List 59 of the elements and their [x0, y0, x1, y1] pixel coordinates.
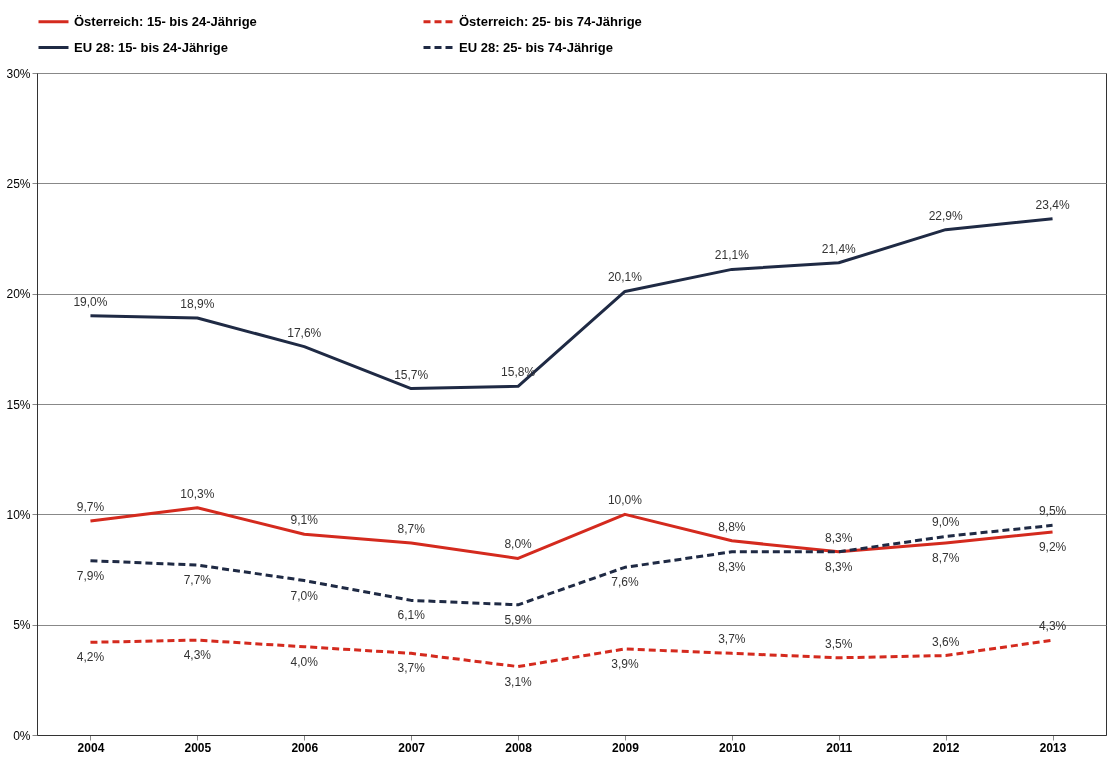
data-label: 8,3%	[718, 559, 746, 574]
y-tick-label: 30%	[6, 66, 31, 81]
data-label: 8,0%	[504, 537, 533, 552]
data-label: 20,1%	[607, 270, 643, 285]
x-tick-label: 2011	[826, 740, 853, 755]
x-tick-label: 2007	[398, 740, 426, 755]
data-label: 8,7%	[397, 522, 426, 537]
data-label: 23,4%	[1035, 197, 1070, 212]
x-tick-label: 2005	[184, 740, 212, 755]
data-label: 7,0%	[290, 588, 319, 603]
data-label: 15,8%	[501, 365, 536, 380]
data-label: 4,2%	[76, 650, 105, 665]
data-label: 21,1%	[714, 248, 750, 263]
data-label: 9,2%	[1038, 539, 1067, 554]
data-label: 4,3%	[183, 648, 212, 663]
data-label: 4,0%	[290, 654, 319, 669]
data-label: 6,1%	[397, 608, 426, 623]
data-label: 7,6%	[611, 575, 639, 590]
x-tick-label: 2004	[77, 740, 105, 755]
data-label: 17,6%	[287, 325, 322, 340]
data-label: 9,7%	[76, 499, 105, 514]
data-label: 3,9%	[611, 656, 639, 671]
x-tick-label: 2009	[612, 740, 640, 755]
y-tick-label: 5%	[13, 618, 31, 633]
data-label: 15,7%	[394, 367, 429, 382]
x-tick-label: 2008	[505, 740, 533, 755]
legend-label: EU 28: 15- bis 24-Jährige	[74, 39, 228, 55]
data-label: 3,7%	[718, 632, 746, 647]
data-label: 10,0%	[607, 493, 643, 508]
x-tick-label: 2010	[719, 740, 747, 755]
data-label: 3,7%	[397, 661, 426, 676]
data-label: 19,0%	[73, 294, 108, 309]
data-label: 5,9%	[504, 612, 533, 627]
data-label: 9,1%	[290, 513, 319, 528]
data-label: 21,4%	[821, 241, 857, 256]
data-label: 9,0%	[931, 515, 960, 530]
y-tick-label: 20%	[6, 287, 31, 302]
x-tick-label: 2006	[291, 740, 319, 755]
data-label: 8,8%	[718, 519, 746, 534]
y-tick-label: 25%	[6, 176, 31, 191]
legend-label: EU 28: 25- bis 74-Jährige	[459, 39, 613, 55]
data-label: 22,9%	[928, 208, 963, 223]
legend-label: Österreich: 15- bis 24-Jährige	[74, 13, 257, 29]
data-label: 3,1%	[504, 674, 533, 689]
data-label: 3,5%	[825, 636, 853, 651]
x-tick-label: 2012	[932, 740, 960, 755]
y-tick-label: 0%	[13, 728, 31, 743]
y-tick-label: 10%	[6, 507, 31, 522]
data-label: 8,7%	[931, 551, 960, 566]
legend-label: Österreich: 25- bis 74-Jährige	[459, 13, 642, 29]
data-label: 8,3%	[825, 559, 853, 574]
data-label: 7,9%	[76, 568, 105, 583]
data-label: 10,3%	[180, 486, 215, 501]
x-tick-label: 2013	[1039, 740, 1067, 755]
data-label: 3,6%	[931, 634, 960, 649]
data-label: 18,9%	[180, 296, 215, 311]
data-label: 7,7%	[183, 573, 212, 588]
y-tick-label: 15%	[6, 397, 31, 412]
data-label: 8,3%	[825, 530, 853, 545]
